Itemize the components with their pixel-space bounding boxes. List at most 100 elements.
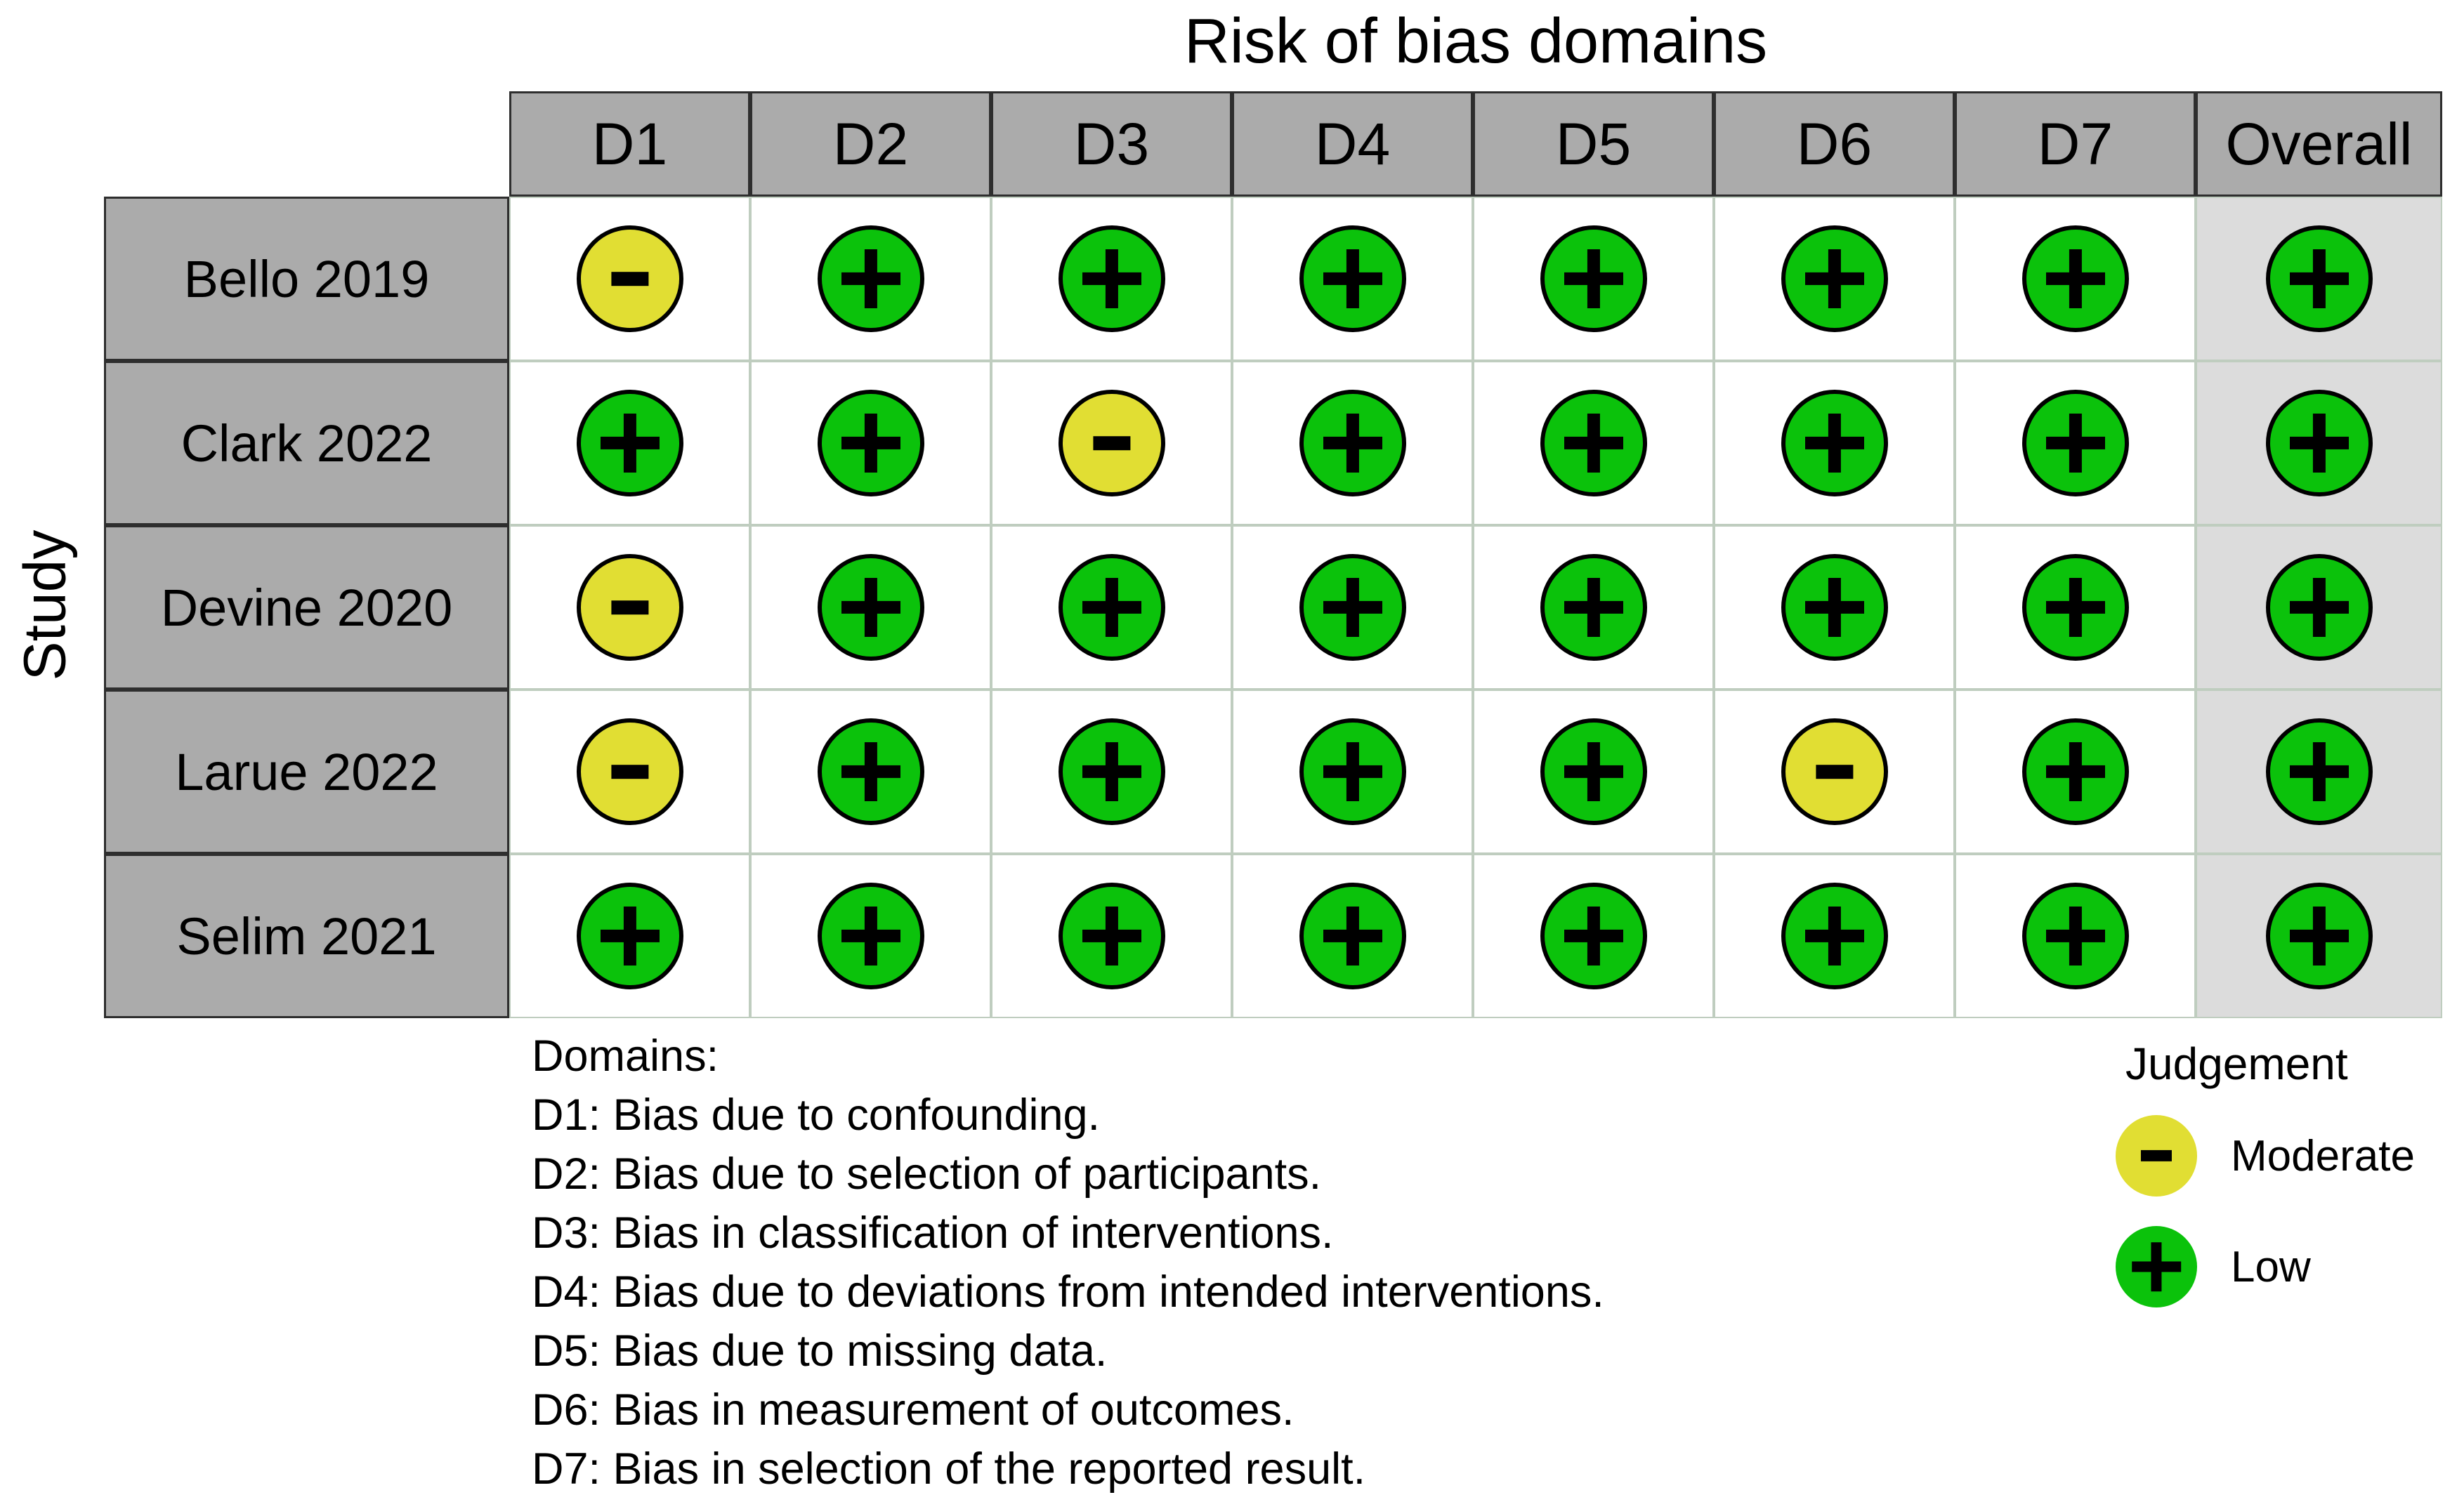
judgement-cell xyxy=(750,525,991,690)
plus-icon xyxy=(1346,414,1359,473)
judgement-low-icon xyxy=(1299,883,1406,989)
judgement-cell xyxy=(509,197,750,361)
judgement-cell xyxy=(750,361,991,525)
judgement-low-icon xyxy=(1058,883,1165,989)
judgement-cell xyxy=(1955,197,2196,361)
plus-icon xyxy=(1346,249,1359,308)
judgement-low-icon xyxy=(2265,225,2373,332)
judgement-low-icon xyxy=(2021,390,2129,496)
judgement-moderate-icon xyxy=(1781,718,1888,825)
footnote-item: D4: Bias due to deviations from intended… xyxy=(532,1267,1604,1317)
minus-icon xyxy=(610,600,649,614)
judgement-low-icon xyxy=(1540,554,1647,661)
plus-icon xyxy=(2312,249,2326,308)
plus-icon xyxy=(2069,907,2082,966)
judgement-low-icon xyxy=(2116,1226,2197,1307)
judgement-low-icon xyxy=(2265,883,2373,989)
judgement-moderate-icon xyxy=(2116,1115,2197,1197)
plus-icon xyxy=(623,907,636,966)
judgement-moderate-icon xyxy=(576,718,683,825)
study-label: Bello 2019 xyxy=(104,197,509,361)
plus-icon xyxy=(1346,907,1359,966)
judgement-cell xyxy=(2196,525,2442,690)
footnote-item: D5: Bias due to missing data. xyxy=(532,1326,1108,1376)
plus-icon xyxy=(1828,907,1841,966)
plus-icon xyxy=(1587,414,1600,473)
plus-icon xyxy=(2312,578,2326,637)
study-label: Devine 2020 xyxy=(104,525,509,690)
judgement-low-icon xyxy=(817,390,924,496)
plus-icon xyxy=(1828,249,1841,308)
legend-item: Moderate xyxy=(2116,1115,2464,1197)
minus-icon xyxy=(1092,436,1131,450)
judgement-low-icon xyxy=(1540,718,1647,825)
judgement-cell xyxy=(750,197,991,361)
column-header-d2: D2 xyxy=(750,91,991,197)
plus-icon xyxy=(2069,249,2082,308)
judgement-cell xyxy=(1714,361,1955,525)
legend-label: Low xyxy=(2231,1242,2311,1291)
judgement-low-icon xyxy=(2265,718,2373,825)
plus-icon xyxy=(1105,249,1118,308)
plus-icon xyxy=(2069,414,2082,473)
judgement-low-icon xyxy=(1540,390,1647,496)
plus-icon xyxy=(1346,742,1359,801)
judgement-low-icon xyxy=(1781,225,1888,332)
judgement-cell xyxy=(1955,361,2196,525)
judgement-low-icon xyxy=(817,883,924,989)
judgement-low-icon xyxy=(2021,554,2129,661)
judgement-cell xyxy=(1232,525,1473,690)
judgement-cell xyxy=(991,525,1232,690)
judgement-cell xyxy=(1232,854,1473,1018)
column-header-overall: Overall xyxy=(2196,91,2442,197)
judgement-cell xyxy=(1714,854,1955,1018)
judgement-low-icon xyxy=(1781,554,1888,661)
judgement-cell xyxy=(509,525,750,690)
judgement-low-icon xyxy=(1299,718,1406,825)
plus-icon xyxy=(1346,578,1359,637)
domains-footnote: Domains: D1: Bias due to confounding. D2… xyxy=(532,1027,1604,1498)
judgement-cell xyxy=(2196,361,2442,525)
judgement-moderate-icon xyxy=(1058,390,1165,496)
legend-items: Moderate Low xyxy=(2116,1115,2464,1307)
judgement-low-icon xyxy=(1299,225,1406,332)
plus-icon xyxy=(2312,907,2326,966)
plus-icon xyxy=(864,907,877,966)
plus-icon xyxy=(2069,578,2082,637)
judgement-low-icon xyxy=(817,718,924,825)
footnote-item: D2: Bias due to selection of participant… xyxy=(532,1149,1322,1199)
judgement-low-icon xyxy=(2265,554,2373,661)
judgement-low-icon xyxy=(2021,718,2129,825)
judgement-cell xyxy=(1473,690,1714,854)
column-header-d3: D3 xyxy=(991,91,1232,197)
judgement-low-icon xyxy=(2021,883,2129,989)
judgement-cell xyxy=(1955,525,2196,690)
judgement-cell xyxy=(1473,361,1714,525)
plus-icon xyxy=(1587,249,1600,308)
plus-icon xyxy=(1105,578,1118,637)
footnote-item: D3: Bias in classification of interventi… xyxy=(532,1208,1334,1258)
judgement-cell xyxy=(1473,854,1714,1018)
judgement-cell xyxy=(2196,197,2442,361)
judgement-low-icon xyxy=(1781,883,1888,989)
judgement-legend: Judgement Moderate Low xyxy=(2116,1038,2464,1307)
judgement-cell xyxy=(2196,690,2442,854)
plus-icon xyxy=(864,414,877,473)
plus-icon xyxy=(864,742,877,801)
legend-label: Moderate xyxy=(2231,1131,2415,1180)
column-header-d5: D5 xyxy=(1473,91,1714,197)
plus-icon xyxy=(1105,907,1118,966)
judgement-cell xyxy=(1714,197,1955,361)
plus-icon xyxy=(2312,414,2326,473)
judgement-cell xyxy=(509,854,750,1018)
judgement-cell xyxy=(2196,854,2442,1018)
minus-icon xyxy=(610,765,649,779)
judgement-cell xyxy=(750,854,991,1018)
table-corner-spacer xyxy=(104,91,509,197)
judgement-low-icon xyxy=(1540,225,1647,332)
minus-icon xyxy=(610,272,649,286)
judgement-low-icon xyxy=(817,554,924,661)
column-header-d7: D7 xyxy=(1955,91,2196,197)
judgement-cell xyxy=(1232,361,1473,525)
